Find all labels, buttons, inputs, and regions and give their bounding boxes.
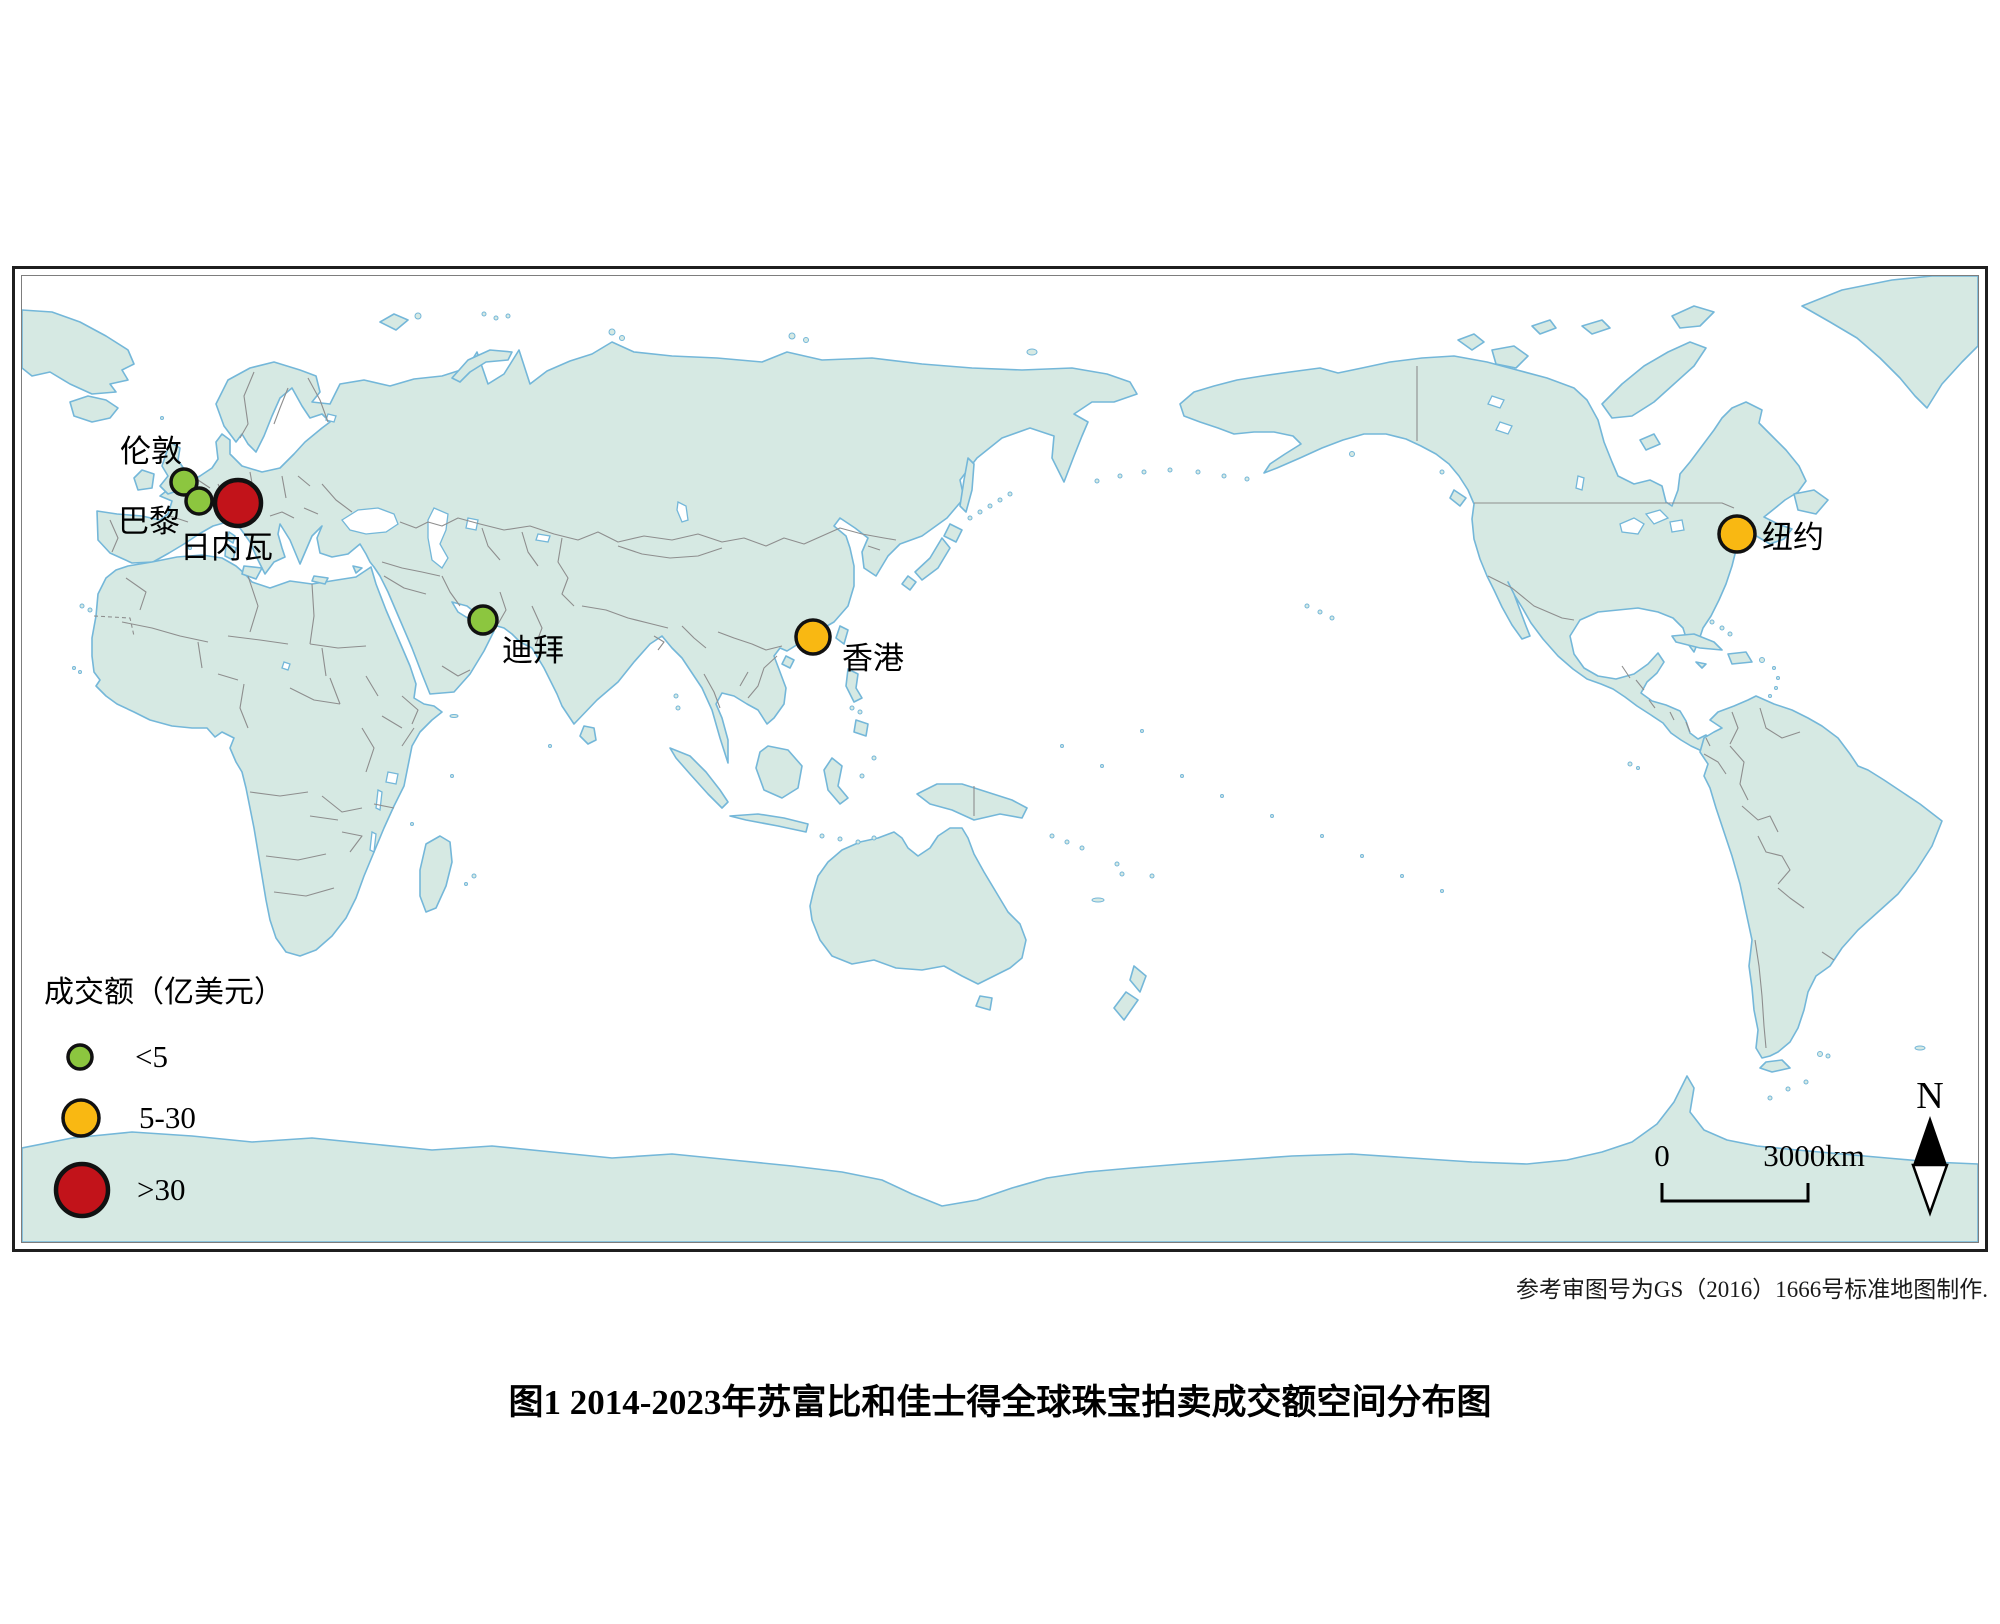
iceland	[69, 395, 119, 423]
vancouver-island	[1449, 489, 1467, 507]
lake-malawi	[369, 831, 377, 853]
city-label-纽约: 纽约	[1762, 520, 1824, 555]
borneo	[755, 745, 803, 799]
southampton-island	[1639, 433, 1661, 451]
land-layer	[22, 276, 1978, 1242]
north-america-landmass	[1179, 355, 1807, 755]
hispaniola	[1727, 651, 1753, 665]
city-marker-日内瓦	[212, 477, 264, 529]
sri-lanka	[579, 725, 597, 745]
corsica	[226, 531, 236, 544]
south-america-landmass	[1699, 695, 1943, 1059]
city-label-香港: 香港	[842, 641, 904, 676]
city-label-巴黎: 巴黎	[118, 504, 180, 539]
city-label-迪拜: 迪拜	[502, 633, 564, 668]
north-arrow-bottom-icon	[1911, 1163, 1949, 1217]
luzon	[845, 668, 863, 703]
tasmania	[975, 995, 993, 1011]
hainan	[781, 655, 795, 669]
java	[729, 813, 809, 833]
sumatra	[669, 747, 729, 809]
victoria-island	[1491, 345, 1529, 369]
newfoundland	[1793, 489, 1829, 515]
legend: 成交额（亿美元） <5 5-30 >30	[44, 976, 284, 1219]
ireland	[133, 469, 155, 491]
scale-bar: 0 3000km	[1654, 1138, 1865, 1203]
legend-label-2: 5-30	[139, 1100, 196, 1135]
arctic-island-b	[1531, 319, 1557, 335]
map-attribution: 参考审图号为GS（2016）1666号标准地图制作.	[1515, 1277, 1988, 1302]
city-marker-巴黎	[184, 486, 214, 516]
sicily	[241, 565, 263, 580]
country-borders-layer	[93, 366, 1835, 1049]
jamaica	[1695, 661, 1707, 669]
aral-sea	[465, 517, 479, 531]
lake-victoria	[385, 771, 399, 785]
cuba	[1671, 633, 1723, 651]
mindanao	[853, 719, 869, 737]
legend-label-3: >30	[137, 1172, 185, 1207]
island-specks-layer	[72, 311, 1926, 1101]
black-sea	[341, 507, 399, 535]
madagascar	[419, 835, 453, 913]
great-lake-superior	[1619, 517, 1645, 535]
great-slave-lake	[1495, 421, 1513, 435]
arctic-island-a	[1581, 319, 1611, 335]
baffin-island	[1601, 341, 1707, 419]
new-zealand-north	[1129, 965, 1147, 993]
city-label-伦敦: 伦敦	[120, 434, 182, 469]
city-marker-纽约	[1717, 514, 1757, 554]
africa-landmass	[91, 554, 443, 957]
lake-chad	[281, 661, 291, 671]
sulawesi	[823, 757, 849, 805]
legend-symbol-2	[61, 1098, 101, 1138]
north-arrow-label: N	[1916, 1075, 1943, 1117]
map-frame: 0 3000km N 成交额（亿美元） <5 5-30 >30 伦敦巴黎 日内瓦迪拜 香…	[12, 266, 1988, 1252]
sakhalin	[959, 457, 975, 513]
ellesmere-island	[1671, 305, 1715, 329]
legend-title: 成交额（亿美元）	[44, 976, 284, 1009]
eurasia-landmass	[96, 341, 1138, 764]
taiwan	[835, 625, 849, 645]
antarctica	[22, 1075, 1978, 1242]
greenland-west-fragment	[22, 309, 135, 395]
hokkaido	[943, 523, 963, 543]
novaya-zemlya	[451, 349, 513, 383]
scale-max-label: 3000km	[1763, 1138, 1865, 1173]
greenland	[1801, 276, 1978, 409]
legend-label-1: <5	[135, 1039, 168, 1074]
legend-symbol-3	[53, 1161, 111, 1219]
australia	[809, 827, 1027, 985]
cyprus	[352, 565, 363, 574]
city-marker-香港	[794, 618, 832, 656]
tierra-del-fuego	[1759, 1059, 1791, 1073]
banks-island	[1457, 333, 1485, 351]
lake-winnipeg	[1575, 475, 1585, 491]
city-label-日内瓦: 日内瓦	[180, 530, 273, 565]
city-marker-伦敦	[169, 467, 199, 497]
crete	[311, 575, 329, 585]
sardinia	[224, 543, 237, 561]
north-arrow: N	[1911, 1075, 1949, 1217]
honshu	[914, 537, 951, 581]
great-bear-lake	[1487, 395, 1505, 409]
city-marker-迪拜	[467, 604, 499, 636]
kyushu	[901, 575, 917, 591]
svalbard	[379, 313, 409, 331]
figure-caption: 图1 2014-2023年苏富比和佳士得全球珠宝拍卖成交额空间分布图	[508, 1383, 1492, 1422]
great-lake-huron	[1644, 509, 1670, 525]
new-guinea	[916, 783, 1028, 821]
lake-balkhash	[535, 533, 551, 543]
legend-symbol-1	[66, 1043, 94, 1071]
great-lake-ontario	[1669, 519, 1685, 533]
north-arrow-top-icon	[1913, 1116, 1947, 1165]
new-zealand-south	[1113, 991, 1139, 1021]
lake-baikal	[676, 501, 689, 523]
map-inner-frame: 0 3000km N 成交额（亿美元） <5 5-30 >30 伦敦巴黎 日内瓦迪拜 香…	[21, 275, 1979, 1243]
scale-zero-label: 0	[1654, 1138, 1670, 1173]
scale-bar-line	[1660, 1183, 1810, 1203]
